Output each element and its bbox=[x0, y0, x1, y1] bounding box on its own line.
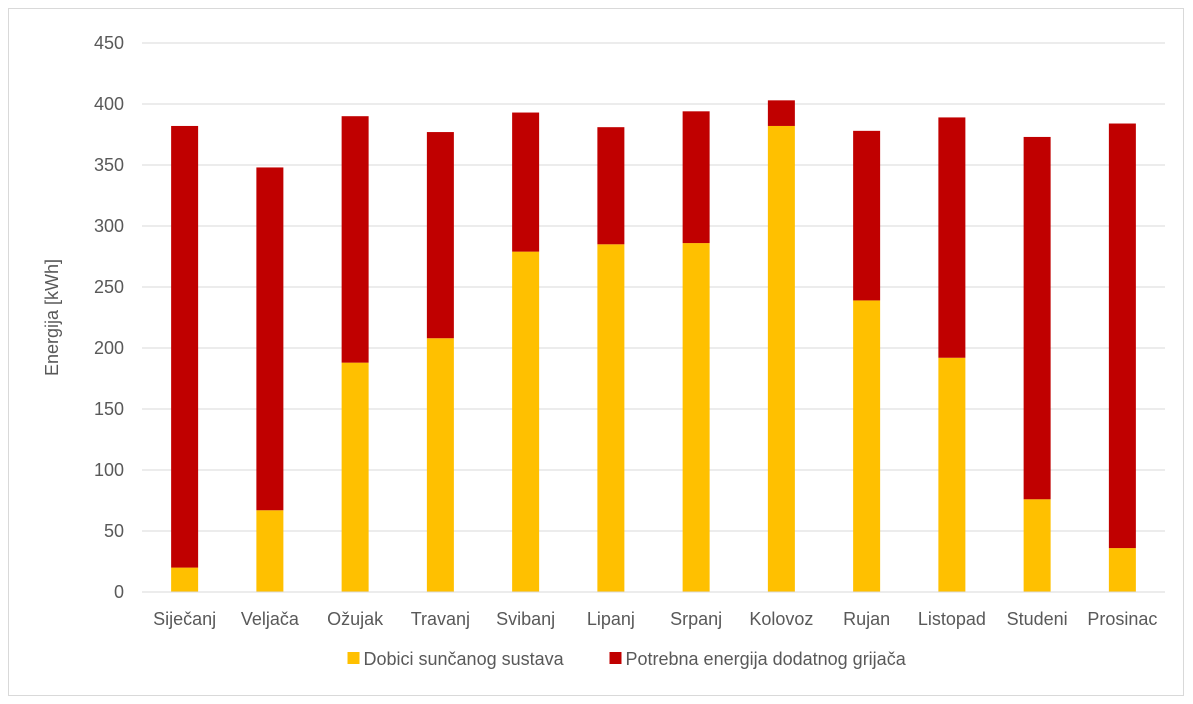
y-tick-label: 0 bbox=[114, 582, 124, 602]
x-tick-label: Prosinac bbox=[1087, 609, 1157, 629]
x-tick-label: Siječanj bbox=[153, 609, 216, 629]
bars bbox=[171, 100, 1136, 593]
bar-segment-solar bbox=[341, 362, 369, 592]
x-tick-label: Kolovoz bbox=[749, 609, 813, 629]
bar-segment-heater bbox=[426, 132, 454, 339]
bar-segment-heater bbox=[256, 167, 284, 511]
bar-segment-solar bbox=[767, 125, 795, 593]
bar-segment-heater bbox=[1108, 123, 1136, 549]
stacked-bar-chart: 0 50 100 150 200 250 300 350 400 450 Siječanj Velja… bbox=[42, 33, 1165, 669]
y-tick-label: 250 bbox=[94, 277, 124, 297]
bar-segment-heater bbox=[853, 130, 881, 301]
x-tick-label: Svibanj bbox=[496, 609, 555, 629]
y-tick-label: 450 bbox=[94, 33, 124, 53]
x-tick-label: Rujan bbox=[843, 609, 890, 629]
x-tick-label: Travanj bbox=[411, 609, 470, 629]
legend-swatch bbox=[609, 652, 622, 664]
bar-segment-heater bbox=[597, 127, 625, 245]
bar-segment-solar bbox=[171, 567, 199, 592]
bar-segment-solar bbox=[597, 244, 625, 593]
bar-segment-solar bbox=[256, 510, 284, 592]
bar-segment-solar bbox=[938, 357, 966, 592]
bar-segment-heater bbox=[682, 111, 710, 244]
bar-segment-heater bbox=[341, 116, 369, 363]
y-tick-label: 150 bbox=[94, 399, 124, 419]
x-tick-label: Ožujak bbox=[327, 609, 384, 629]
legend-swatch bbox=[347, 652, 360, 664]
y-tick-label: 50 bbox=[104, 521, 124, 541]
y-tick-label: 200 bbox=[94, 338, 124, 358]
bar-segment-solar bbox=[512, 251, 540, 592]
bar-segment-solar bbox=[682, 243, 710, 592]
x-tick-label: Studeni bbox=[1007, 609, 1068, 629]
axes: 0 50 100 150 200 250 300 350 400 450 Siječanj Velja… bbox=[94, 33, 1165, 629]
y-tick-label: 400 bbox=[94, 94, 124, 114]
bar-segment-solar bbox=[1023, 499, 1051, 592]
y-tick-label: 300 bbox=[94, 216, 124, 236]
legend-label: Dobici sunčanog sustava bbox=[364, 649, 565, 669]
chart-frame: 0 50 100 150 200 250 300 350 400 450 Siječanj Velja… bbox=[8, 8, 1184, 696]
x-tick-label: Veljača bbox=[241, 609, 300, 629]
y-tick-label: 350 bbox=[94, 155, 124, 175]
bar-segment-heater bbox=[171, 125, 199, 568]
y-axis-title: Energija [kWh] bbox=[42, 259, 62, 376]
bar-segment-heater bbox=[1023, 136, 1051, 500]
bar-segment-heater bbox=[767, 100, 795, 126]
bar-segment-heater bbox=[512, 112, 540, 252]
legend-label: Potrebna energija dodatnog grijača bbox=[626, 649, 907, 669]
bar-segment-solar bbox=[1108, 548, 1136, 592]
x-tick-label: Listopad bbox=[918, 609, 986, 629]
x-tick-label: Srpanj bbox=[670, 609, 722, 629]
bar-segment-heater bbox=[938, 117, 966, 358]
y-tick-label: 100 bbox=[94, 460, 124, 480]
legend: Dobici sunčanog sustava Potrebna energija… bbox=[347, 649, 907, 669]
gridlines bbox=[142, 42, 1165, 532]
bar-segment-solar bbox=[853, 300, 881, 592]
bar-segment-solar bbox=[426, 338, 454, 592]
x-tick-label: Lipanj bbox=[587, 609, 635, 629]
